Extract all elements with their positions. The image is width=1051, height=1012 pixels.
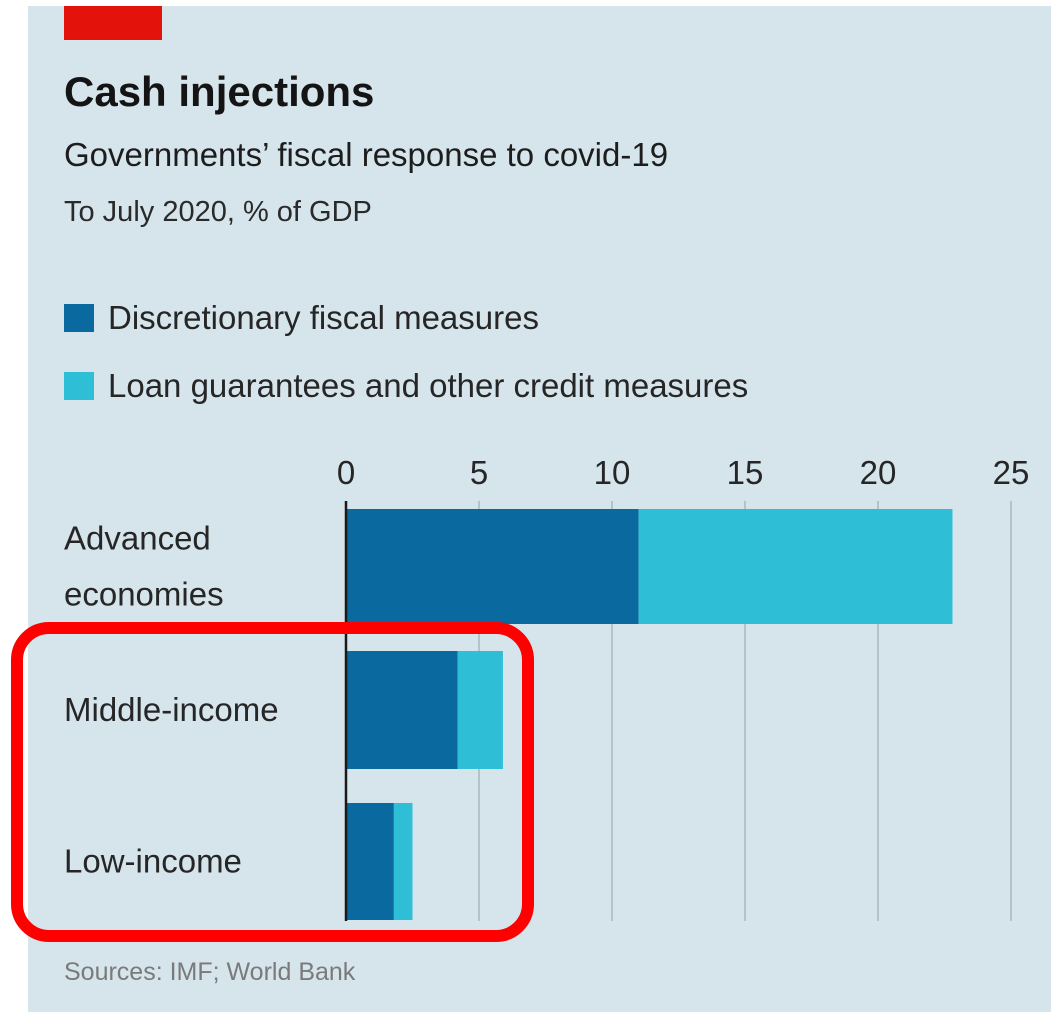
bar-chart: 0 5 10 15 20 25 Advanced economies Middle-income… [64,454,1030,921]
brand-tag [64,6,162,40]
bar-discretionary-2 [346,803,394,920]
x-tick-label-15: 15 [727,454,764,491]
legend-swatch-loan-guarantees [64,372,94,400]
legend-item-discretionary: Discretionary fiscal measures [64,298,539,338]
legend-item-loan-guarantees: Loan guarantees and other credit measure… [64,366,748,406]
bar-discretionary-0 [346,509,639,624]
x-tick-label-0: 0 [337,454,355,491]
bar-discretionary-1 [346,651,458,769]
chart-unit-note: To July 2020, % of GDP [64,196,372,228]
bar-loan-guarantees-2 [393,803,413,920]
x-tick-label-25: 25 [993,454,1030,491]
source-note: Sources: IMF; World Bank [64,958,356,986]
chart-subtitle: Governments’ fiscal response to covid-19 [64,136,669,173]
legend-label-discretionary: Discretionary fiscal measures [108,299,539,336]
chart-panel: Cash injections Governments’ fiscal resp… [28,6,1051,1012]
x-tick-label-5: 5 [470,454,488,491]
category-label-1: Middle-income [64,691,279,728]
bar-loan-guarantees-1 [457,651,503,769]
category-label-0: Advanced economies [64,520,224,613]
legend-label-loan-guarantees: Loan guarantees and other credit measure… [108,367,749,404]
legend-swatch-discretionary [64,304,94,332]
bar-loan-guarantees-0 [638,509,953,624]
x-tick-label-20: 20 [860,454,897,491]
chart-title: Cash injections [64,68,375,115]
highlight-annotation-box [11,622,534,942]
x-tick-label-10: 10 [594,454,631,491]
category-label-2: Low-income [64,843,242,880]
